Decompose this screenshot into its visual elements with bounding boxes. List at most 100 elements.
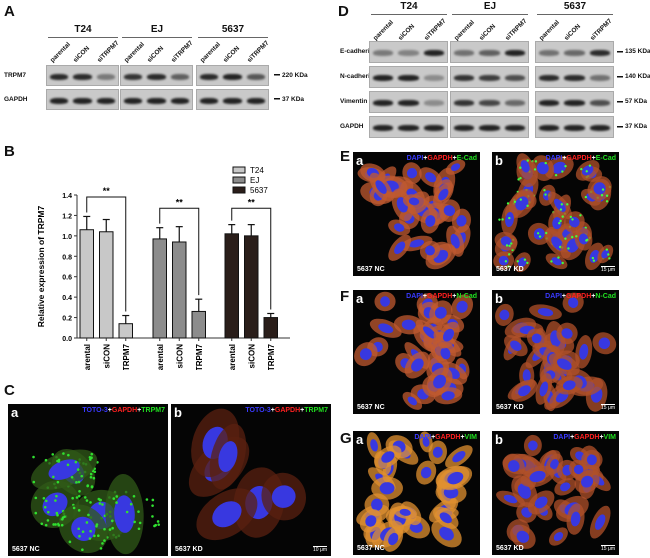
band [539,75,560,81]
stain-label: N-Cad [595,293,616,300]
band [423,75,444,81]
y-tick-label: 0.8 [62,254,72,261]
subpanel-label: a [356,291,364,306]
stain-label: VIM [603,434,616,441]
stain-label: DAPI [545,293,562,300]
bar-chart: 0.0 0.2 0.4 0.6 0.8 1.0 1.2 1.4 Relative express… [36,166,290,370]
band [170,73,189,80]
blot-strip [369,116,448,138]
lane-label: parental [49,41,72,64]
bar [224,233,239,339]
stain-label: + [591,155,596,162]
stain-label: N-Cad [456,293,477,300]
lane-label: siCON [397,22,417,42]
legend-swatch [232,176,246,184]
x-tick-label: siTRPM7 [195,343,204,370]
stain-label: E-Cad [456,155,477,162]
scale-bar: 15 μm [601,404,615,411]
band [504,50,525,56]
stain-label: GAPDH [566,155,592,162]
band [373,50,394,56]
band [479,125,500,131]
band [423,125,444,131]
stain-label: GAPDH [435,434,461,441]
row-label: N-cadherin [340,73,374,80]
cell-image [357,159,471,270]
lane-label: siTRPM7 [169,39,195,64]
band [589,75,610,81]
bar [191,310,206,339]
micrograph: TOTO-3+GAPDH+TRPM7 a 5637 NC [8,404,168,556]
micrograph: DAPI+GAPDH+N-Cad b 5637 KD 15 μm [492,290,619,414]
stain-legend: TOTO-3+GAPDH+TRPM7 [245,407,328,414]
stain-label: TRPM7 [304,407,328,414]
x-tick-label: siCON [247,344,256,369]
panel-d-label: D [338,3,349,20]
blot-strip [196,65,269,86]
stain-label: + [460,434,465,441]
stain-label: GAPDH [427,293,453,300]
blot-strip [450,116,529,138]
band [223,73,242,80]
lane-label: siCON [478,22,498,42]
lane-label: siCON [563,22,583,42]
condition-label: 5637 NC [12,546,40,553]
condition-label: 5637 KD [496,266,524,273]
band [398,75,419,81]
band [504,75,525,81]
x-tick-label: parental [156,344,165,370]
blot-strip [369,66,448,88]
stain-label: + [562,155,567,162]
cell-image [496,434,611,549]
band [50,73,69,80]
stain-label: GAPDH [427,155,453,162]
blot-strip [535,41,614,63]
bar [118,323,133,339]
stain-label: GAPDH [574,434,600,441]
blot-strip [196,89,269,110]
micrograph: TOTO-3+GAPDH+TRPM7 b 5637 KD 10 μm [171,404,331,556]
bar [172,241,187,339]
scale-bar: 15 μm [601,545,615,552]
bar [244,235,259,339]
cell-image [495,292,617,412]
y-tick-label: 1.2 [62,213,72,220]
x-tick-label: siTRPM7 [267,343,276,370]
stain-label: + [137,407,142,414]
band [170,97,189,104]
band [564,125,585,131]
condition-label: 5637 KD [496,545,524,552]
lane-label: siCON [72,44,92,64]
subpanel-label: b [495,291,503,306]
micrograph: DAPI+GAPDH+N-Cad a 5637 NC [353,290,480,414]
x-tick-label: siCON [175,344,184,369]
band [564,75,585,81]
stain-legend: DAPI+GAPDH+VIM [414,434,477,441]
bar [152,238,167,339]
cell-image [30,449,161,555]
y-tick-label: 0.2 [62,316,72,323]
stain-label: + [561,293,566,300]
micrograph: DAPI+GAPDH+E-Cad b 5637 KD 15 μm [492,152,619,276]
panel-e-label: E [340,148,351,165]
lane-label: parental [123,41,146,64]
stain-label: DAPI [406,293,423,300]
condition-label: 5637 KD [175,546,203,553]
y-tick-label: 0.4 [62,295,72,302]
panel-g-label: G [340,430,352,447]
scale-bar: 15 μm [601,266,615,273]
y-tick-label: 0.6 [62,275,72,282]
band [454,100,475,106]
lane-label: siTRPM7 [95,39,121,64]
stain-legend: DAPI+GAPDH+N-Cad [406,293,477,300]
group-header: EJ [452,1,528,15]
band [373,75,394,81]
stain-label: + [570,434,575,441]
lane-label: parental [372,19,395,42]
legend-swatch [232,166,246,174]
lane-label: siTRPM7 [422,17,448,42]
row-label: Vimentin [340,98,368,105]
lane-label: siTRPM7 [503,17,529,42]
subpanel-label: a [356,153,364,168]
stain-legend: DAPI+GAPDH+VIM [553,434,616,441]
